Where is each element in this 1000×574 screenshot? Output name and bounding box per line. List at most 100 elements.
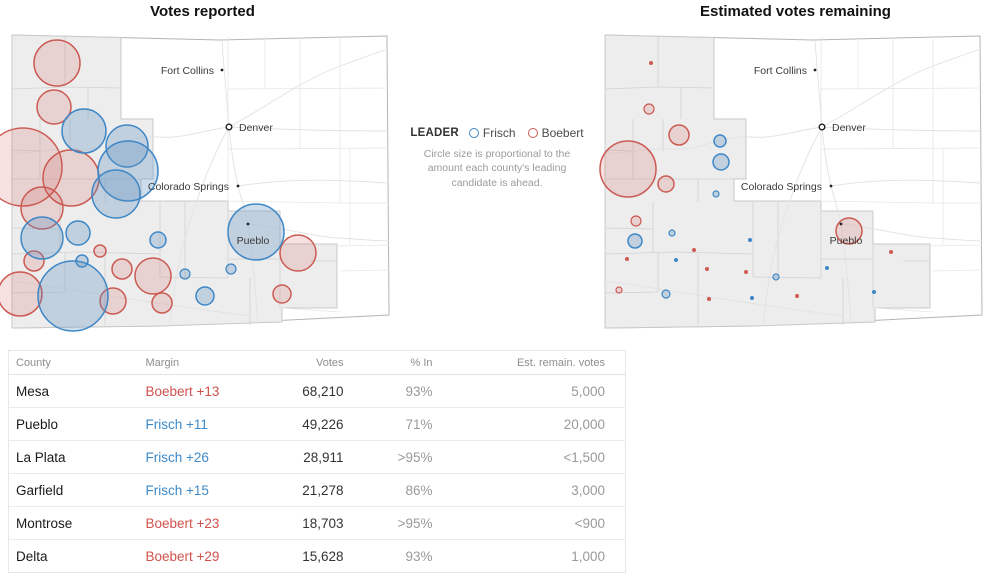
column-header-pctin: % In (343, 350, 433, 375)
boebert-county-circle (795, 294, 799, 298)
frisch-county-circle (872, 290, 876, 294)
county-cell: Garfield (8, 473, 139, 507)
frisch-circle-icon (468, 128, 479, 138)
boebert-county-circle (93, 244, 107, 258)
boebert-county-circle (0, 271, 43, 317)
frisch-county-circle (750, 296, 754, 300)
frisch-county-circle (65, 220, 91, 246)
frisch-county-circle (825, 266, 829, 270)
frisch-county-circle (227, 203, 285, 261)
table-row-montrose: Montrose Boebert +23 18,703 >95% <900 (8, 506, 626, 540)
boebert-county-circle (111, 258, 133, 280)
boebert-county-circle (668, 124, 690, 146)
boebert-county-circle (33, 39, 81, 87)
county-cell: Mesa (8, 374, 139, 408)
frisch-county-circle (772, 273, 780, 281)
boebert-circle-icon (527, 128, 538, 138)
city-label: Fort Collins (754, 65, 807, 77)
column-header-county: County (8, 350, 139, 375)
pct-in-cell: >95% (343, 440, 433, 474)
boebert-county-circle (705, 267, 709, 271)
boebert-county-circle (36, 89, 72, 125)
pct-in-cell: >95% (343, 506, 433, 540)
est-remaining-cell: 20,000 (432, 407, 626, 441)
county-cell: Montrose (8, 506, 139, 540)
pct-in-cell: 86% (343, 473, 433, 507)
column-header-votes: Votes (260, 350, 344, 375)
margin-cell: Frisch +15 (138, 473, 261, 507)
city-label: Fort Collins (161, 65, 214, 77)
city-label: Denver (239, 122, 273, 134)
pct-in-cell: 93% (343, 374, 433, 408)
est-remaining-cell: 3,000 (432, 473, 626, 507)
frisch-county-circle (712, 190, 720, 198)
city-label: Pueblo (830, 235, 863, 247)
boebert-county-circle (643, 103, 655, 115)
votes-cell: 18,703 (260, 506, 344, 540)
est-remaining-cell: <1,500 (432, 440, 626, 474)
frisch-county-circle (195, 286, 215, 306)
margin-cell: Boebert +13 (138, 374, 261, 408)
estimated-votes-remaining-map: Estimated votes remaining Fort Collins De… (599, 0, 988, 332)
frisch-county-circle (91, 169, 141, 219)
boebert-county-circle (23, 250, 45, 272)
votes-cell: 49,226 (260, 407, 344, 441)
frisch-county-circle (748, 238, 752, 242)
frisch-county-circle (97, 140, 159, 202)
boebert-county-circle (151, 292, 173, 314)
frisch-county-circle (37, 260, 109, 332)
margin-cell: Boebert +23 (138, 506, 261, 540)
frisch-county-circle (61, 108, 107, 154)
table-row-la-plata: La Plata Frisch +26 28,911 >95% <1,500 (8, 440, 626, 474)
frisch-county-circle (668, 229, 676, 237)
boebert-county-circle (630, 215, 642, 227)
county-circles-layer (599, 61, 893, 301)
boebert-county-circle (599, 140, 657, 198)
frisch-county-circle (674, 258, 678, 262)
frisch-county-circle (627, 233, 643, 249)
boebert-county-circle (625, 257, 629, 261)
county-circles-layer (0, 39, 317, 332)
city-label: Colorado Springs (741, 181, 822, 193)
pct-in-cell: 93% (405, 548, 433, 564)
boebert-county-circle (707, 297, 711, 301)
boebert-county-circle (279, 234, 317, 272)
county-cell: Pueblo (8, 407, 139, 441)
colorado-springs-marker-icon (829, 184, 833, 188)
est-remaining-cell: 5,000 (432, 374, 626, 408)
fort-collins-marker-icon (220, 68, 224, 72)
est-remaining-cell: 1,000 (571, 548, 605, 564)
legend-item-boebert: Boebert (527, 126, 584, 140)
frisch-county-circle (105, 124, 149, 168)
table-row-mesa: Mesa Boebert +13 68,210 93% 5,000 (8, 374, 626, 408)
legend-candidates: Frisch Boebert (468, 126, 584, 140)
table-row-pueblo: Pueblo Frisch +11 49,226 71% 20,000 (8, 407, 626, 441)
leader-legend: LEADER Frisch Boebert Circle size is prop… (405, 126, 589, 190)
boebert-county-circle (889, 250, 893, 254)
denver-marker-icon (818, 123, 826, 131)
legend-candidate-name: Boebert (541, 126, 584, 140)
city-label: Colorado Springs (148, 181, 229, 193)
right-map-title: Estimated votes remaining (700, 3, 891, 20)
pueblo-marker-icon (246, 222, 250, 226)
votes-cell: 28,911 (260, 440, 344, 474)
legend-title: LEADER (410, 127, 459, 139)
city-labels-layer: Fort Collins Denver Colorado Springs Pueblo (741, 65, 866, 247)
pueblo-marker-icon (839, 222, 843, 226)
city-label: Pueblo (237, 235, 270, 247)
margin-cell: Frisch +11 (138, 407, 261, 441)
est-remaining-cell: <900 (432, 506, 626, 540)
county-cell: La Plata (8, 440, 139, 474)
boebert-county-circle (615, 286, 623, 294)
denver-marker-icon (225, 123, 233, 131)
fort-collins-marker-icon (813, 68, 817, 72)
city-labels-layer: Fort Collins Denver Colorado Springs Pueblo (148, 65, 273, 247)
frisch-county-circle (712, 153, 730, 171)
left-map-title: Votes reported (150, 3, 255, 20)
table-header: County Margin Votes% In Est. remain. votes (8, 350, 626, 375)
legend-note: Circle size is proportional to the amoun… (423, 148, 571, 189)
estimated-votes-remaining-map-svg: Fort Collins Denver Colorado Springs Pueblo (599, 34, 983, 329)
votes-cell: 21,278 (260, 473, 344, 507)
city-label: Denver (832, 122, 866, 134)
